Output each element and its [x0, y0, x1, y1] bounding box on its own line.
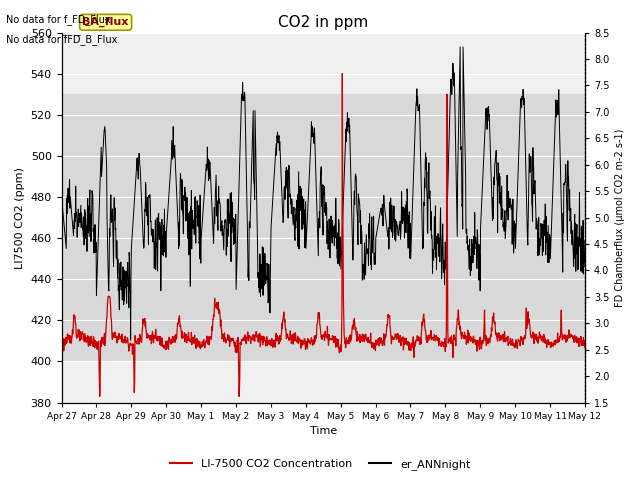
Legend: LI-7500 CO2 Concentration, er_ANNnight: LI-7500 CO2 Concentration, er_ANNnight	[165, 455, 475, 474]
Text: No data for f̅FD̅_B_Flux: No data for f̅FD̅_B_Flux	[6, 34, 118, 45]
Title: CO2 in ppm: CO2 in ppm	[278, 15, 369, 30]
Y-axis label: LI7500 CO2 (ppm): LI7500 CO2 (ppm)	[15, 167, 25, 268]
Text: No data for f_FD_Flux: No data for f_FD_Flux	[6, 14, 111, 25]
Text: BA_flux: BA_flux	[83, 17, 129, 27]
X-axis label: Time: Time	[310, 426, 337, 436]
Bar	[61, 94, 585, 361]
Y-axis label: FD Chamberflux (μmol CO2 m-2 s-1): FD Chamberflux (μmol CO2 m-2 s-1)	[615, 128, 625, 307]
